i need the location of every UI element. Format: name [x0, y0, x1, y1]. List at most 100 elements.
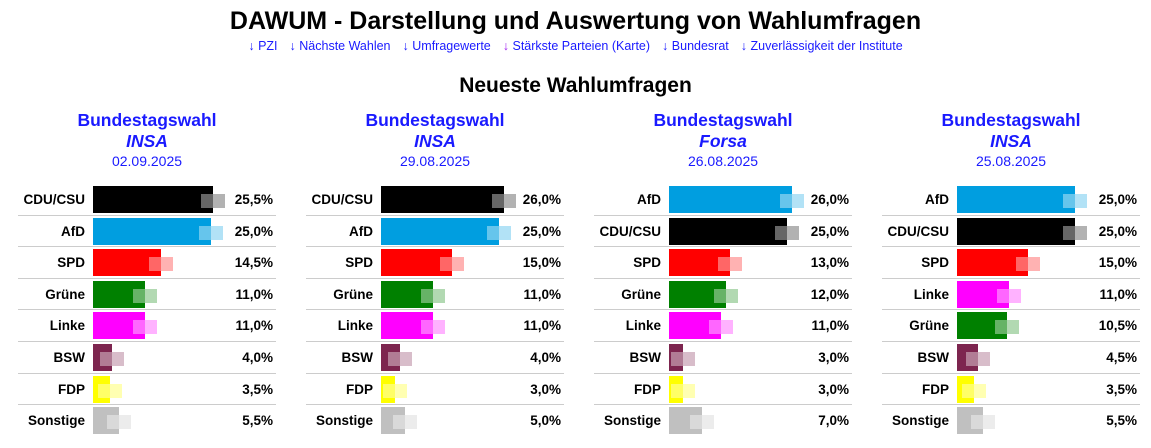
previous-marker: [671, 351, 684, 366]
poll-card: Bundestagswahl INSA 29.08.2025 CDU/CSU 26,…: [288, 110, 576, 435]
result-row: FDP 3,0%: [306, 374, 564, 406]
result-value: 15,0%: [522, 255, 561, 271]
result-row: CDU/CSU 26,0%: [306, 184, 564, 216]
result-bar: [957, 249, 1028, 277]
nav-link[interactable]: ↓ Zuverlässigkeit der Institute: [741, 39, 903, 53]
result-row: Sonstige 5,5%: [18, 405, 276, 437]
previous-marker: [144, 288, 157, 303]
result-bar: [957, 312, 1007, 340]
result-bar: [381, 280, 433, 308]
previous-marker: [1063, 225, 1075, 240]
result-value: 26,0%: [810, 192, 849, 207]
previous-marker: [1008, 288, 1021, 303]
previous-marker: [996, 288, 1009, 303]
election-link[interactable]: Bundestagswahl: [365, 110, 505, 130]
result-value: 3,5%: [1106, 381, 1137, 397]
result-bar: [93, 186, 214, 213]
election-link[interactable]: Bundestagswahl: [77, 110, 217, 130]
previous-marker: [1006, 320, 1019, 335]
result-bar: [381, 186, 504, 213]
poll-date: 26.08.2025: [687, 153, 759, 169]
result-value: 4,5%: [1106, 349, 1137, 365]
party-label: CDU/CSU: [311, 192, 373, 207]
result-bar: [381, 249, 452, 277]
result-bar: [669, 280, 726, 308]
result-bar: [93, 407, 119, 435]
result-value: 25,0%: [522, 223, 561, 239]
party-label: Sonstige: [27, 413, 85, 429]
previous-marker: [213, 194, 226, 208]
party-label: BSW: [917, 349, 950, 365]
page-title: DAWUM - Darstellung und Auswertung von W…: [229, 7, 922, 35]
nav-link[interactable]: ↓ Nächste Wahlen: [290, 39, 391, 53]
result-value: 5,0%: [530, 413, 561, 429]
previous-marker: [106, 415, 119, 430]
party-label: Linke: [49, 318, 85, 334]
party-label: FDP: [346, 381, 373, 397]
result-row: BSW 4,5%: [882, 342, 1140, 374]
previous-marker: [1075, 225, 1087, 240]
result-row: CDU/CSU 25,5%: [18, 184, 276, 216]
previous-marker: [713, 288, 726, 303]
result-row: SPD 14,5%: [18, 247, 276, 279]
party-label: Grüne: [333, 286, 373, 302]
institute-link[interactable]: INSA: [126, 131, 168, 151]
previous-marker: [392, 415, 405, 430]
result-row: Grüne 11,0%: [18, 279, 276, 311]
result-value: 3,0%: [818, 381, 849, 397]
party-label: FDP: [634, 381, 661, 397]
party-label: Linke: [913, 286, 949, 302]
result-bar: [381, 407, 405, 435]
result-bar: [669, 375, 684, 403]
party-label: SPD: [633, 255, 661, 271]
nav-link[interactable]: ↓ Stärkste Parteien (Karte): [503, 39, 650, 53]
arrow-down-icon: ↓: [248, 39, 255, 53]
previous-marker: [144, 320, 157, 335]
result-row: BSW 4,0%: [306, 342, 564, 374]
party-label: Sonstige: [891, 413, 949, 429]
previous-marker: [439, 257, 452, 272]
result-row: Sonstige 7,0%: [594, 405, 852, 437]
institute-link[interactable]: Forsa: [699, 131, 747, 151]
polls-container: Bundestagswahl INSA 02.09.2025 CDU/CSU 25,…: [0, 110, 1151, 435]
arrow-down-icon: ↓: [402, 39, 409, 53]
election-link[interactable]: Bundestagswahl: [941, 110, 1081, 130]
institute-link[interactable]: INSA: [414, 131, 456, 151]
result-value: 25,5%: [234, 192, 273, 207]
party-label: CDU/CSU: [887, 223, 949, 239]
result-bar: [381, 343, 400, 371]
previous-marker: [132, 288, 145, 303]
result-row: Linke 11,0%: [882, 279, 1140, 311]
previous-marker: [432, 288, 445, 303]
result-bar: [93, 280, 145, 308]
result-value: 25,0%: [1098, 223, 1137, 239]
nav-link[interactable]: ↓ Bundesrat: [662, 39, 729, 53]
nav-link[interactable]: ↓ PZI: [248, 39, 277, 53]
party-label: BSW: [341, 349, 374, 365]
result-bar: [957, 217, 1075, 245]
previous-marker: [683, 383, 696, 398]
previous-marker: [387, 351, 400, 366]
result-value: 14,5%: [234, 255, 273, 271]
nav-link[interactable]: ↓ Umfragewerte: [403, 39, 491, 53]
previous-marker: [1075, 194, 1087, 208]
previous-marker: [451, 257, 464, 272]
previous-marker: [787, 225, 799, 240]
result-bar: [669, 343, 684, 371]
institute-link[interactable]: INSA: [990, 131, 1032, 151]
party-label: FDP: [58, 381, 85, 397]
result-bar: [669, 217, 787, 245]
previous-marker: [725, 288, 738, 303]
result-value: 4,0%: [242, 349, 273, 365]
previous-marker: [966, 351, 979, 366]
result-bar: [669, 407, 703, 435]
previous-marker: [404, 415, 417, 430]
result-row: SPD 15,0%: [306, 247, 564, 279]
nav-link-label: Zuverlässigkeit der Institute: [750, 39, 903, 53]
previous-marker: [199, 225, 211, 240]
previous-marker: [690, 415, 703, 430]
election-link[interactable]: Bundestagswahl: [653, 110, 793, 130]
previous-marker: [499, 225, 511, 240]
party-label: BSW: [629, 349, 662, 365]
section-title: Neueste Wahlumfragen: [459, 74, 692, 97]
